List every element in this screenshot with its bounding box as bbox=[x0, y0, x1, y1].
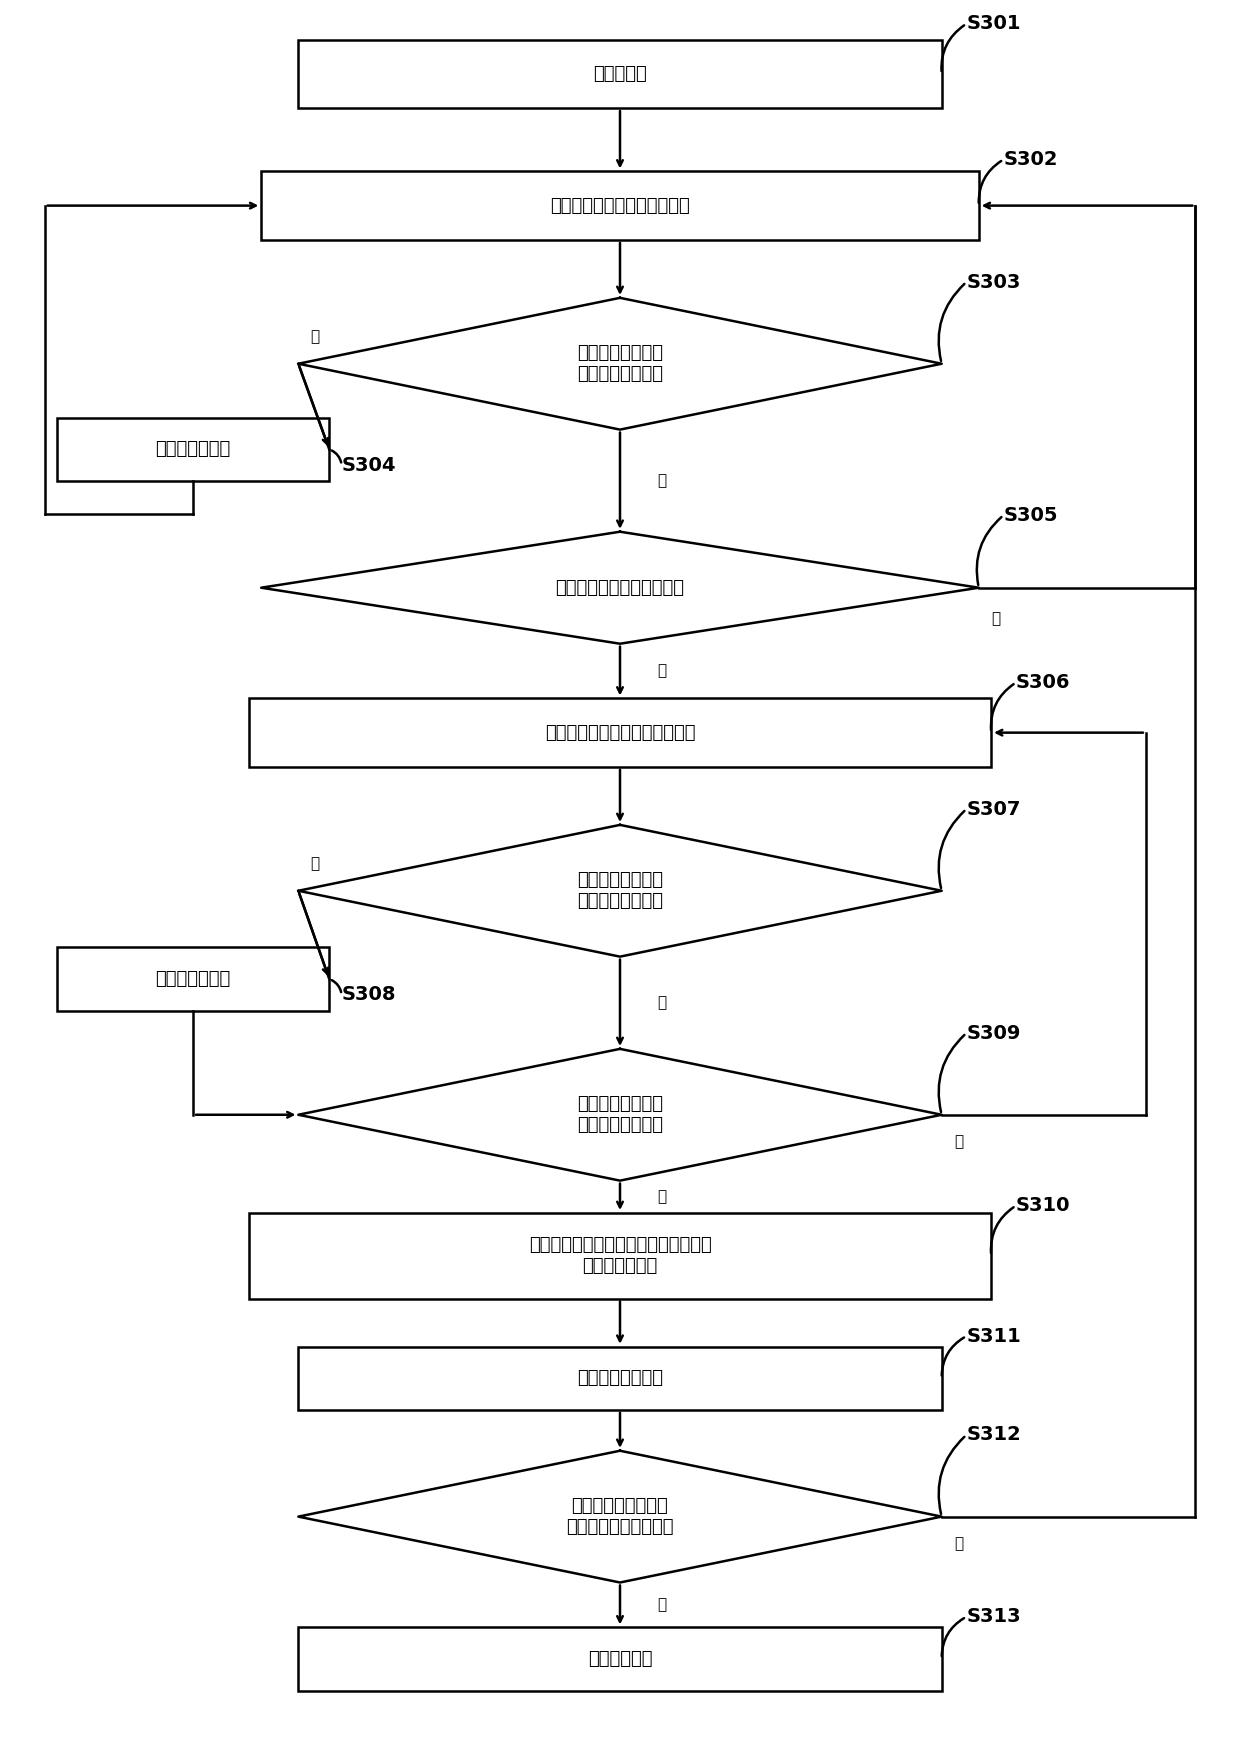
Text: S307: S307 bbox=[966, 800, 1021, 819]
Text: 判断是否达到最大游走次数: 判断是否达到最大游走次数 bbox=[556, 578, 684, 598]
Text: 判断是否达到最大迭
代次数或优化精度要求: 判断是否达到最大迭 代次数或优化精度要求 bbox=[567, 1496, 673, 1536]
Text: 是: 是 bbox=[657, 474, 666, 488]
Text: S306: S306 bbox=[1016, 672, 1070, 692]
Text: 否: 否 bbox=[311, 855, 320, 871]
Polygon shape bbox=[299, 298, 941, 430]
Text: 是: 是 bbox=[657, 664, 666, 679]
Text: S305: S305 bbox=[1003, 505, 1058, 524]
Text: 猛狼与探狼对猎物围攻以进行位置更新
，更新头狼位置: 猛狼与探狼对猎物围攻以进行位置更新 ，更新头狼位置 bbox=[528, 1237, 712, 1275]
Polygon shape bbox=[262, 531, 978, 645]
Polygon shape bbox=[299, 1049, 941, 1181]
FancyBboxPatch shape bbox=[249, 699, 991, 766]
Text: 头狼与探狼替换: 头狼与探狼替换 bbox=[155, 441, 231, 458]
FancyBboxPatch shape bbox=[299, 1627, 941, 1690]
FancyBboxPatch shape bbox=[299, 1347, 941, 1409]
Text: 是: 是 bbox=[657, 1190, 666, 1204]
Text: 参数初始化: 参数初始化 bbox=[593, 64, 647, 84]
FancyBboxPatch shape bbox=[262, 171, 978, 240]
Text: 否: 否 bbox=[954, 1536, 963, 1552]
Text: 是: 是 bbox=[657, 1597, 666, 1613]
Text: S311: S311 bbox=[966, 1327, 1022, 1345]
Text: S310: S310 bbox=[1016, 1197, 1070, 1216]
Text: 否: 否 bbox=[954, 1134, 963, 1150]
Text: S303: S303 bbox=[966, 272, 1021, 291]
Text: 否: 否 bbox=[991, 611, 1001, 627]
Polygon shape bbox=[299, 1451, 941, 1582]
FancyBboxPatch shape bbox=[249, 1212, 991, 1298]
Text: S308: S308 bbox=[342, 986, 396, 1005]
FancyBboxPatch shape bbox=[57, 948, 330, 1010]
Text: 判断探狼适应度是
否小于头狼适应度: 判断探狼适应度是 否小于头狼适应度 bbox=[577, 345, 663, 383]
Text: S309: S309 bbox=[966, 1024, 1021, 1042]
Text: S301: S301 bbox=[966, 14, 1021, 33]
Text: 输出头狼位置: 输出头狼位置 bbox=[588, 1650, 652, 1667]
Text: 狼群进行淘汰更新: 狼群进行淘汰更新 bbox=[577, 1369, 663, 1387]
Text: 猛狼向头狼奔袭以进行位置更新: 猛狼向头狼奔袭以进行位置更新 bbox=[544, 723, 696, 742]
Text: S304: S304 bbox=[342, 456, 396, 474]
Text: 探狼随机游走以进行位置更新: 探狼随机游走以进行位置更新 bbox=[551, 197, 689, 214]
Text: 是: 是 bbox=[657, 995, 666, 1010]
FancyBboxPatch shape bbox=[299, 40, 941, 108]
Text: 判断猛狼适应度是
否小于头狼适应度: 判断猛狼适应度是 否小于头狼适应度 bbox=[577, 871, 663, 909]
Text: S302: S302 bbox=[1003, 150, 1058, 169]
Text: 否: 否 bbox=[311, 329, 320, 343]
FancyBboxPatch shape bbox=[57, 418, 330, 481]
Polygon shape bbox=[299, 826, 941, 956]
Text: S313: S313 bbox=[966, 1608, 1021, 1627]
Text: 判断与猎物的距离
是否大于判定距离: 判断与猎物的距离 是否大于判定距离 bbox=[577, 1096, 663, 1134]
Text: S312: S312 bbox=[966, 1425, 1022, 1444]
Text: 头狼与探狼替换: 头狼与探狼替换 bbox=[155, 970, 231, 988]
